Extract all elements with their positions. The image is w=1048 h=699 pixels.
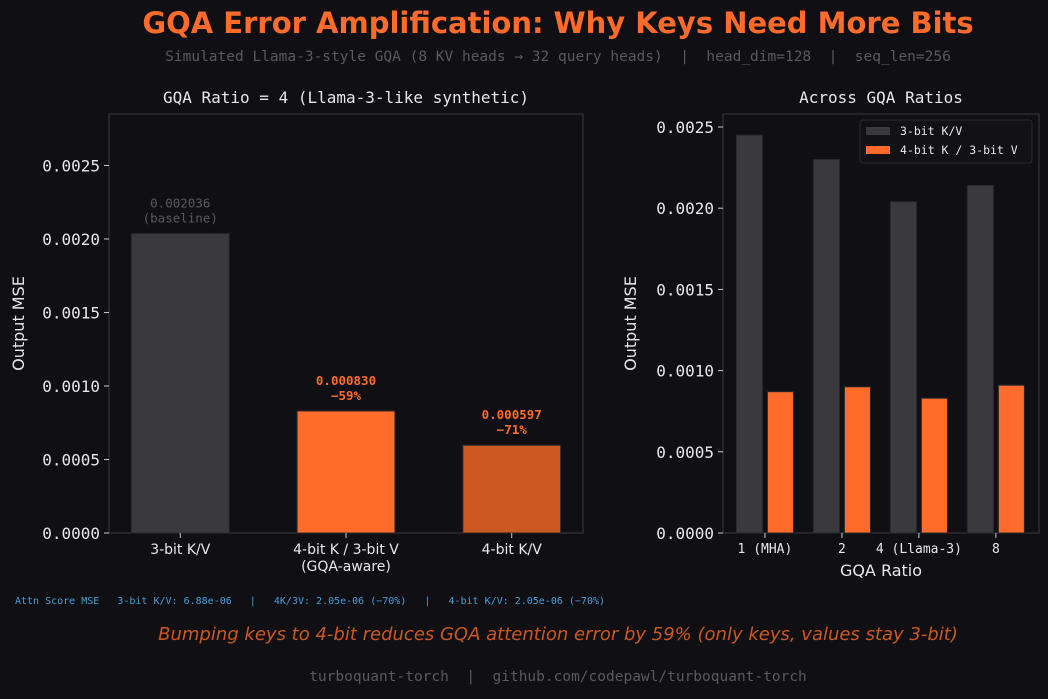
y-tick-label: 0.0000	[42, 524, 100, 543]
legend-swatch	[866, 146, 890, 154]
x-tick-label: 4-bit K/V	[482, 542, 543, 558]
bar	[966, 184, 994, 534]
y-tick-label: 0.0020	[42, 230, 100, 249]
x-tick-label: 4-bit K / 3-bit V	[293, 542, 399, 558]
right-chart: 0.0000 0.0005 0.0010 0.0015 0.0020 0.0025 Acro…	[621, 88, 1040, 580]
bar	[812, 158, 840, 534]
bar	[843, 386, 871, 534]
y-tick-label: 0.0010	[42, 377, 100, 396]
x-tick-label: 4 (Llama-3)	[876, 542, 962, 557]
y-tick-label: 0.0010	[656, 362, 714, 381]
figure-title: GQA Error Amplification: Why Keys Need M…	[142, 6, 973, 40]
legend-label: 4-bit K / 3-bit V	[900, 143, 1018, 157]
bar	[296, 410, 396, 534]
data-label: −59%	[331, 388, 362, 403]
x-tick-label: (GQA-aware)	[301, 559, 391, 575]
x-tick-label: 2	[838, 542, 846, 557]
data-label: 0.002036	[150, 196, 210, 211]
legend-label: 3-bit K/V	[900, 124, 962, 138]
bar	[766, 391, 794, 534]
y-tick-label: 0.0015	[42, 303, 100, 322]
x-axis-label: GQA Ratio	[840, 561, 922, 580]
bar	[130, 233, 230, 534]
legend: 3-bit K/V 4-bit K / 3-bit V	[859, 119, 1033, 164]
legend-swatch	[866, 127, 890, 135]
bar	[462, 444, 562, 534]
y-tick-label: 0.0000	[656, 524, 714, 543]
y-tick-label: 0.0015	[656, 280, 714, 299]
bar	[920, 397, 948, 534]
data-label: 0.000597	[482, 407, 542, 422]
legend-box	[859, 119, 1033, 164]
conclusion-text: Bumping keys to 4-bit reduces GQA attent…	[158, 624, 958, 645]
y-axis-label: Output MSE	[9, 276, 28, 371]
y-tick-label: 0.0005	[656, 443, 714, 462]
x-tick-label: 8	[992, 542, 1000, 557]
y-tick-label: 0.0025	[656, 118, 714, 137]
data-label: (baseline)	[143, 211, 218, 226]
data-label: 0.000830	[316, 373, 376, 388]
x-tick-label: 1 (MHA)	[738, 542, 793, 557]
y-axis-label: Output MSE	[621, 276, 640, 371]
bar	[889, 201, 917, 534]
chart-title: Across GQA Ratios	[799, 88, 963, 107]
bar	[997, 384, 1025, 534]
y-tick-label: 0.0005	[42, 450, 100, 469]
footer-text: turboquant-torch | github.com/codepawl/t…	[309, 669, 807, 685]
x-tick-label: 3-bit K/V	[150, 542, 211, 558]
data-label: −71%	[497, 422, 528, 437]
attn-score-line: Attn Score MSE 3-bit K/V: 6.88e-06 | 4K/…	[15, 596, 605, 607]
left-chart: 0.0000 0.0005 0.0010 0.0015 0.0020 0.0025 GQA …	[9, 88, 584, 575]
bar	[735, 134, 763, 534]
y-tick-label: 0.0025	[42, 156, 100, 175]
chart-title: GQA Ratio = 4 (Llama-3-like synthetic)	[163, 88, 529, 107]
figure-subtitle: Simulated Llama-3-style GQA (8 KV heads …	[165, 49, 951, 65]
y-tick-label: 0.0020	[656, 199, 714, 218]
